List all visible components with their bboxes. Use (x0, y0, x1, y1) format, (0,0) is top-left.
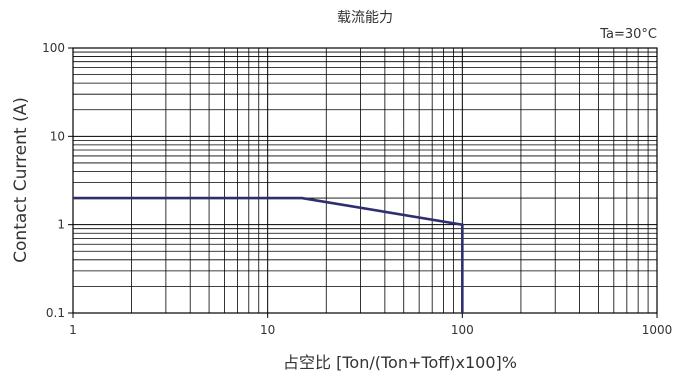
x-tick-label: 1000 (642, 323, 673, 337)
y-tick-label: 10 (50, 129, 65, 143)
y-tick-label: 0.1 (46, 306, 65, 320)
x-tick-label: 100 (451, 323, 474, 337)
y-tick-label: 100 (42, 41, 65, 55)
chart-title: 载流能力 (337, 10, 393, 26)
series-line (73, 196, 464, 313)
y-axis-label: Contact Current (A) (11, 97, 31, 263)
y-tick-label: 1 (57, 218, 65, 232)
temperature-annotation: Ta=30°C (599, 27, 657, 42)
grid (72, 47, 658, 314)
x-axis-label: 占空比 [Ton/(Ton+Toff)x100]% (283, 353, 517, 372)
x-tick-label: 10 (260, 323, 275, 337)
tick-labels: 1 10 100 1000 0.1 1 10 100 (42, 41, 672, 337)
x-tick-label: 1 (69, 323, 77, 337)
plot-frame (72, 47, 658, 314)
